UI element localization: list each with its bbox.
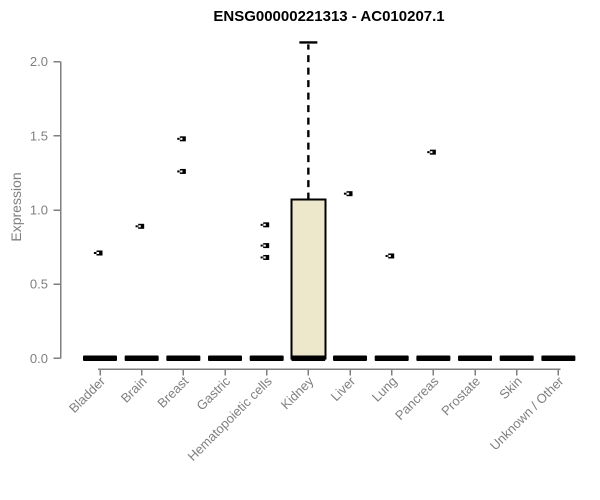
outlier-point (385, 253, 395, 259)
y-tick-label: 1.0 (30, 203, 48, 218)
median-bar (541, 355, 576, 362)
y-tick-label: 1.5 (30, 128, 48, 143)
outlier-point (135, 223, 145, 229)
outlier-point (177, 136, 186, 142)
x-tick-label: Pancreas (392, 373, 442, 423)
median-bar (208, 355, 243, 362)
median-bar (333, 355, 368, 362)
x-tick-label: Breast (154, 373, 191, 410)
box-rect (290, 198, 327, 360)
median-bar (124, 355, 159, 362)
outlier-point (260, 222, 270, 228)
x-tick-label: Prostate (438, 374, 483, 419)
median-bar (499, 355, 534, 362)
chart-title: ENSG00000221313 - AC010207.1 (213, 8, 445, 25)
x-tick-label: Brain (118, 374, 150, 406)
x-tick-label: Liver (328, 373, 359, 404)
outlier-point (93, 250, 103, 256)
median-bar (416, 355, 451, 362)
median-bar (83, 355, 117, 362)
x-tick-label: Skin (496, 374, 524, 402)
x-tick-label: Gastric (193, 373, 233, 413)
y-tick-label: 2.0 (30, 54, 48, 69)
outlier-point (260, 254, 270, 260)
x-tick-label: Bladder (66, 373, 109, 416)
x-tick-label: Kidney (278, 373, 317, 412)
outlier-point (260, 243, 270, 249)
outlier-point (343, 191, 353, 197)
median-bar (374, 355, 409, 362)
outlier-point (427, 149, 436, 155)
x-tick-label: Unknown / Other (487, 373, 567, 453)
y-tick-label: 0.5 (30, 277, 48, 292)
y-tick-label: 0.0 (30, 351, 48, 366)
outlier-point (177, 168, 186, 174)
x-tick-label: Lung (369, 374, 400, 405)
median-bar (249, 355, 284, 362)
median-bar (458, 355, 493, 362)
median-bar (291, 355, 326, 362)
median-bar (166, 355, 201, 362)
